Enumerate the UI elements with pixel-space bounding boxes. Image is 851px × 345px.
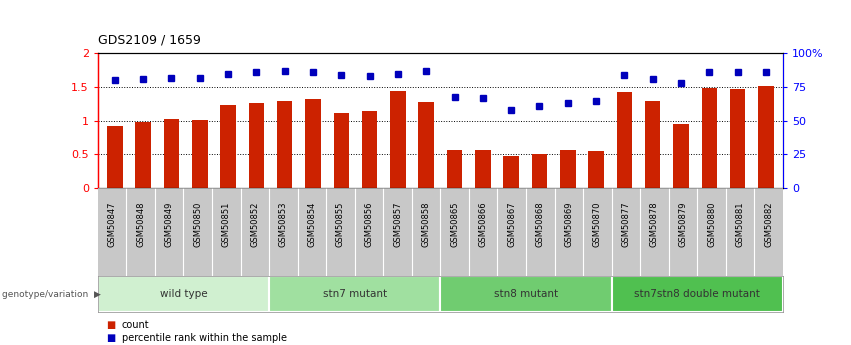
Text: GSM50858: GSM50858: [421, 201, 431, 247]
Text: genotype/variation  ▶: genotype/variation ▶: [2, 289, 100, 299]
Text: GSM50855: GSM50855: [336, 201, 345, 247]
Bar: [560, 150, 575, 188]
Bar: [362, 111, 377, 188]
Text: stn8 mutant: stn8 mutant: [494, 289, 558, 299]
Text: count: count: [122, 320, 149, 330]
Text: GSM50856: GSM50856: [364, 201, 374, 247]
Text: GSM50870: GSM50870: [593, 201, 602, 247]
Bar: [334, 113, 349, 188]
Bar: [441, 276, 612, 312]
Bar: [612, 276, 783, 312]
Text: GSM50853: GSM50853: [279, 201, 288, 247]
Text: GSM50857: GSM50857: [393, 201, 402, 247]
Text: GSM50868: GSM50868: [536, 201, 545, 247]
Text: ■: ■: [106, 333, 116, 343]
Text: GSM50865: GSM50865: [450, 201, 460, 247]
Bar: [248, 102, 264, 188]
Text: GSM50852: GSM50852: [250, 201, 260, 247]
Text: GSM50850: GSM50850: [193, 201, 203, 247]
Text: stn7 mutant: stn7 mutant: [323, 289, 387, 299]
Bar: [617, 92, 632, 188]
Bar: [98, 276, 269, 312]
Text: GSM50878: GSM50878: [650, 201, 659, 247]
Bar: [730, 89, 745, 188]
Text: percentile rank within the sample: percentile rank within the sample: [122, 333, 287, 343]
Text: ■: ■: [106, 320, 116, 330]
Bar: [192, 120, 208, 188]
Bar: [758, 86, 774, 188]
Text: GSM50880: GSM50880: [707, 201, 716, 247]
Bar: [107, 126, 123, 188]
Text: GSM50854: GSM50854: [307, 201, 317, 247]
Text: GSM50851: GSM50851: [222, 201, 231, 247]
Bar: [135, 122, 151, 188]
Text: GSM50866: GSM50866: [479, 201, 488, 247]
Bar: [475, 150, 491, 188]
Bar: [277, 101, 293, 188]
Text: GSM50879: GSM50879: [678, 201, 688, 247]
Bar: [163, 119, 180, 188]
Text: wild type: wild type: [160, 289, 208, 299]
Text: GSM50867: GSM50867: [507, 201, 517, 247]
Text: GSM50847: GSM50847: [107, 201, 117, 247]
Bar: [504, 156, 519, 188]
Bar: [532, 154, 547, 188]
Bar: [269, 276, 441, 312]
Bar: [306, 99, 321, 188]
Bar: [447, 150, 462, 188]
Text: stn7stn8 double mutant: stn7stn8 double mutant: [634, 289, 760, 299]
Text: GSM50849: GSM50849: [165, 201, 174, 247]
Bar: [419, 102, 434, 188]
Bar: [701, 88, 717, 188]
Text: GSM50869: GSM50869: [564, 201, 574, 247]
Bar: [588, 151, 604, 188]
Text: GSM50877: GSM50877: [621, 201, 631, 247]
Bar: [220, 105, 236, 188]
Bar: [673, 124, 688, 188]
Bar: [645, 101, 660, 188]
Bar: [390, 91, 406, 188]
Text: GSM50848: GSM50848: [136, 201, 146, 247]
Text: GSM50882: GSM50882: [764, 201, 774, 247]
Text: GDS2109 / 1659: GDS2109 / 1659: [98, 33, 201, 47]
Text: GSM50881: GSM50881: [735, 201, 745, 247]
